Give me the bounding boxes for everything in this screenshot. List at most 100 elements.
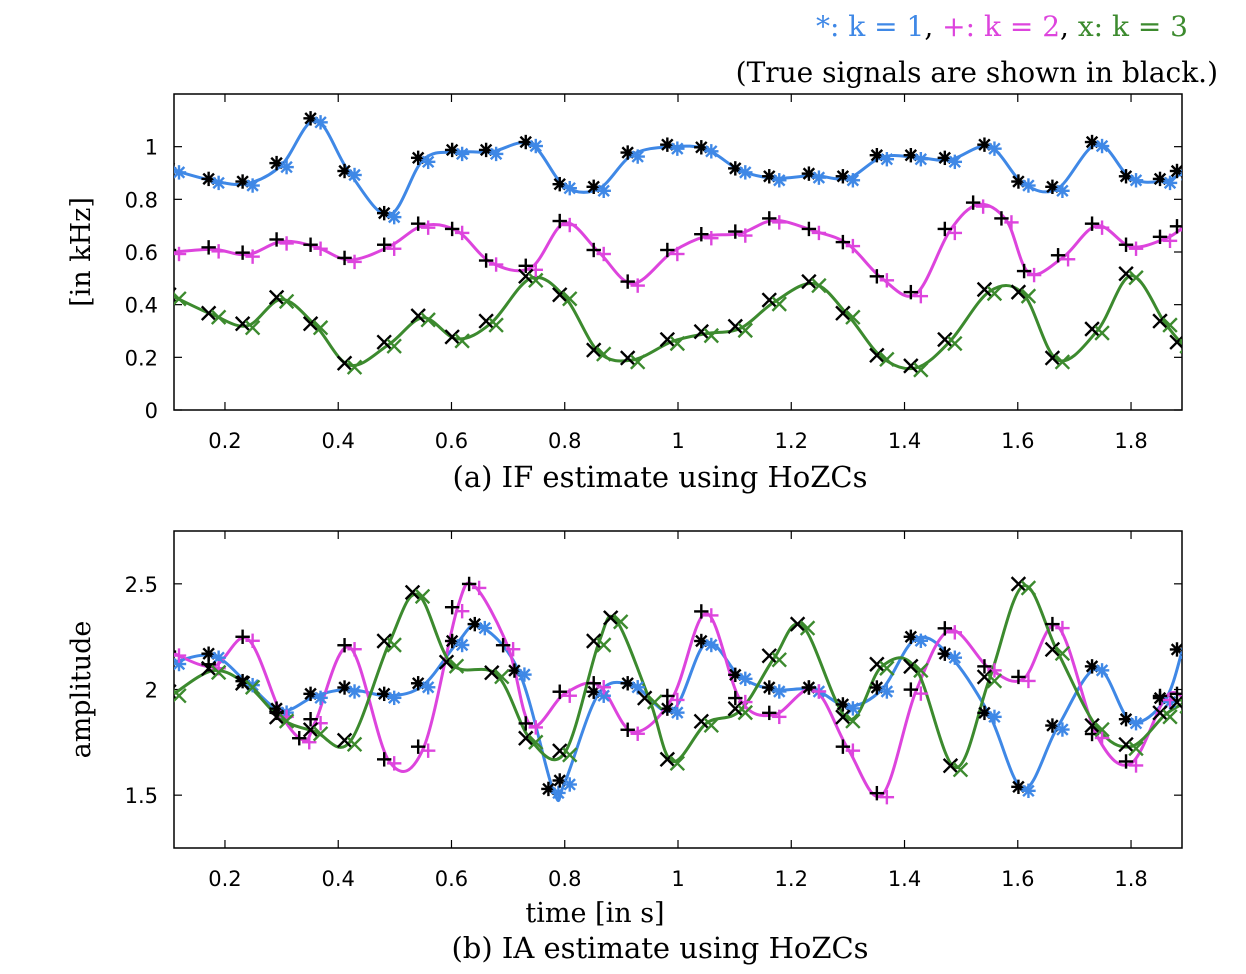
- estimate-marker-k2: [704, 230, 719, 246]
- estimate-marker-k3: [1162, 317, 1178, 333]
- true-marker-k3: [200, 305, 217, 321]
- estimate-marker-k1: [596, 688, 611, 703]
- x-tick-label: 1.4: [888, 867, 921, 891]
- true-marker-k2: [478, 253, 494, 268]
- estimate-marker-k1: [1128, 173, 1144, 188]
- true-marker-k3: [693, 713, 710, 730]
- y-tick-label: 0.6: [125, 241, 158, 265]
- true-marker-k2: [801, 680, 817, 695]
- estimate-marker-k3: [986, 673, 1003, 689]
- estimate-marker-k2: [947, 225, 963, 241]
- y-tick-label: 0.2: [125, 346, 158, 370]
- y-tick-label: 0: [145, 399, 158, 423]
- estimate-marker-k1: [386, 209, 402, 225]
- true-marker-k2: [444, 599, 460, 615]
- estimate-marker-k3: [879, 660, 895, 676]
- true-marker-k3: [484, 665, 500, 681]
- estimate-marker-k2: [1026, 267, 1042, 283]
- true-marker-k3: [835, 305, 851, 321]
- true-marker-k3: [552, 287, 568, 303]
- x-tick-label: 1.8: [1114, 867, 1147, 891]
- estimate-marker-k1: [630, 149, 645, 164]
- estimate-marker-k3: [386, 338, 402, 354]
- series-line-k1: [174, 118, 1182, 217]
- estimate-marker-k2: [772, 709, 787, 725]
- true-marker-k3: [234, 675, 251, 691]
- true-marker-k3: [937, 331, 953, 348]
- true-marker-k2: [586, 242, 601, 258]
- estimate-marker-k1: [772, 173, 787, 188]
- true-marker-k3: [376, 633, 392, 649]
- true-marker-k2: [977, 659, 992, 674]
- true-marker-k3: [1118, 736, 1134, 753]
- estimate-marker-k3: [528, 734, 544, 750]
- true-marker-k2: [762, 705, 777, 721]
- estimate-marker-k1: [704, 637, 719, 653]
- estimate-marker-k3: [1054, 354, 1071, 370]
- true-marker-k1: [903, 147, 919, 163]
- true-marker-k3: [1152, 313, 1168, 329]
- estimate-marker-k1: [1021, 178, 1036, 193]
- estimate-marker-k3: [613, 614, 629, 630]
- estimate-marker-k3: [386, 637, 402, 653]
- estimate-marker-k3: [312, 320, 329, 336]
- plot-area: [174, 111, 1182, 378]
- legend-line-1: *: k = 1, +: k = 2, x: k = 3: [816, 10, 1188, 43]
- estimate-marker-k3: [448, 658, 465, 674]
- true-marker-k2: [337, 638, 352, 653]
- true-marker-k3: [200, 660, 217, 677]
- true-marker-k2: [1045, 616, 1060, 632]
- y-tick-label: 1.5: [125, 784, 158, 808]
- plot-area: [174, 576, 1182, 805]
- y-axis-title: amplitude: [66, 621, 97, 759]
- estimate-marker-k2: [811, 684, 827, 699]
- estimate-marker-k2: [1128, 758, 1144, 773]
- series-line-k3: [174, 584, 1182, 770]
- true-marker-k2: [235, 245, 250, 260]
- estimate-marker-k2: [1094, 730, 1110, 746]
- estimate-marker-k1: [1094, 663, 1110, 678]
- true-marker-k2: [835, 234, 851, 250]
- estimate-marker-k2: [913, 288, 929, 304]
- estimate-marker-k3: [952, 761, 969, 778]
- estimate-marker-k1: [1094, 138, 1110, 154]
- estimate-marker-k1: [704, 144, 719, 159]
- estimate-marker-k3: [1054, 645, 1071, 662]
- estimate-marker-k3: [669, 755, 686, 772]
- true-marker-k3: [693, 323, 710, 340]
- estimate-marker-k2: [879, 789, 895, 805]
- estimate-marker-k3: [174, 291, 187, 307]
- panel-caption: (b) IA estimate using HoZCs: [451, 931, 868, 965]
- true-marker-k1: [507, 663, 522, 678]
- estimate-marker-k1: [174, 165, 187, 180]
- estimate-marker-k2: [670, 692, 685, 708]
- true-marker-k2: [235, 629, 250, 644]
- true-marker-k2: [174, 248, 177, 252]
- true-marker-k3: [869, 347, 885, 364]
- series-line-k2: [174, 581, 1182, 799]
- true-marker-k2: [965, 195, 981, 210]
- estimate-marker-k3: [771, 296, 787, 312]
- estimate-marker-k1: [347, 167, 362, 183]
- estimate-marker-k1: [596, 183, 611, 199]
- estimate-marker-k3: [845, 309, 861, 325]
- true-marker-k3: [410, 308, 426, 324]
- true-marker-k2: [586, 676, 601, 691]
- estimate-marker-k2: [845, 238, 861, 254]
- estimate-marker-k2: [1179, 696, 1182, 700]
- true-marker-k3: [659, 331, 676, 348]
- estimate-marker-k2: [313, 241, 328, 256]
- estimate-marker-k1: [1128, 716, 1144, 731]
- true-marker-k1: [903, 629, 919, 644]
- estimate-marker-k3: [346, 359, 363, 375]
- x-tick-label: 1: [671, 429, 684, 453]
- estimate-marker-k2: [528, 720, 543, 735]
- true-marker-k1: [174, 654, 177, 666]
- estimate-marker-k3: [737, 704, 753, 721]
- true-marker-k3: [518, 730, 534, 746]
- estimate-marker-k2: [420, 743, 436, 758]
- true-marker-k3: [444, 329, 460, 345]
- true-marker-k2: [495, 638, 511, 653]
- estimate-marker-k1: [879, 684, 895, 699]
- estimate-marker-k2: [704, 608, 719, 623]
